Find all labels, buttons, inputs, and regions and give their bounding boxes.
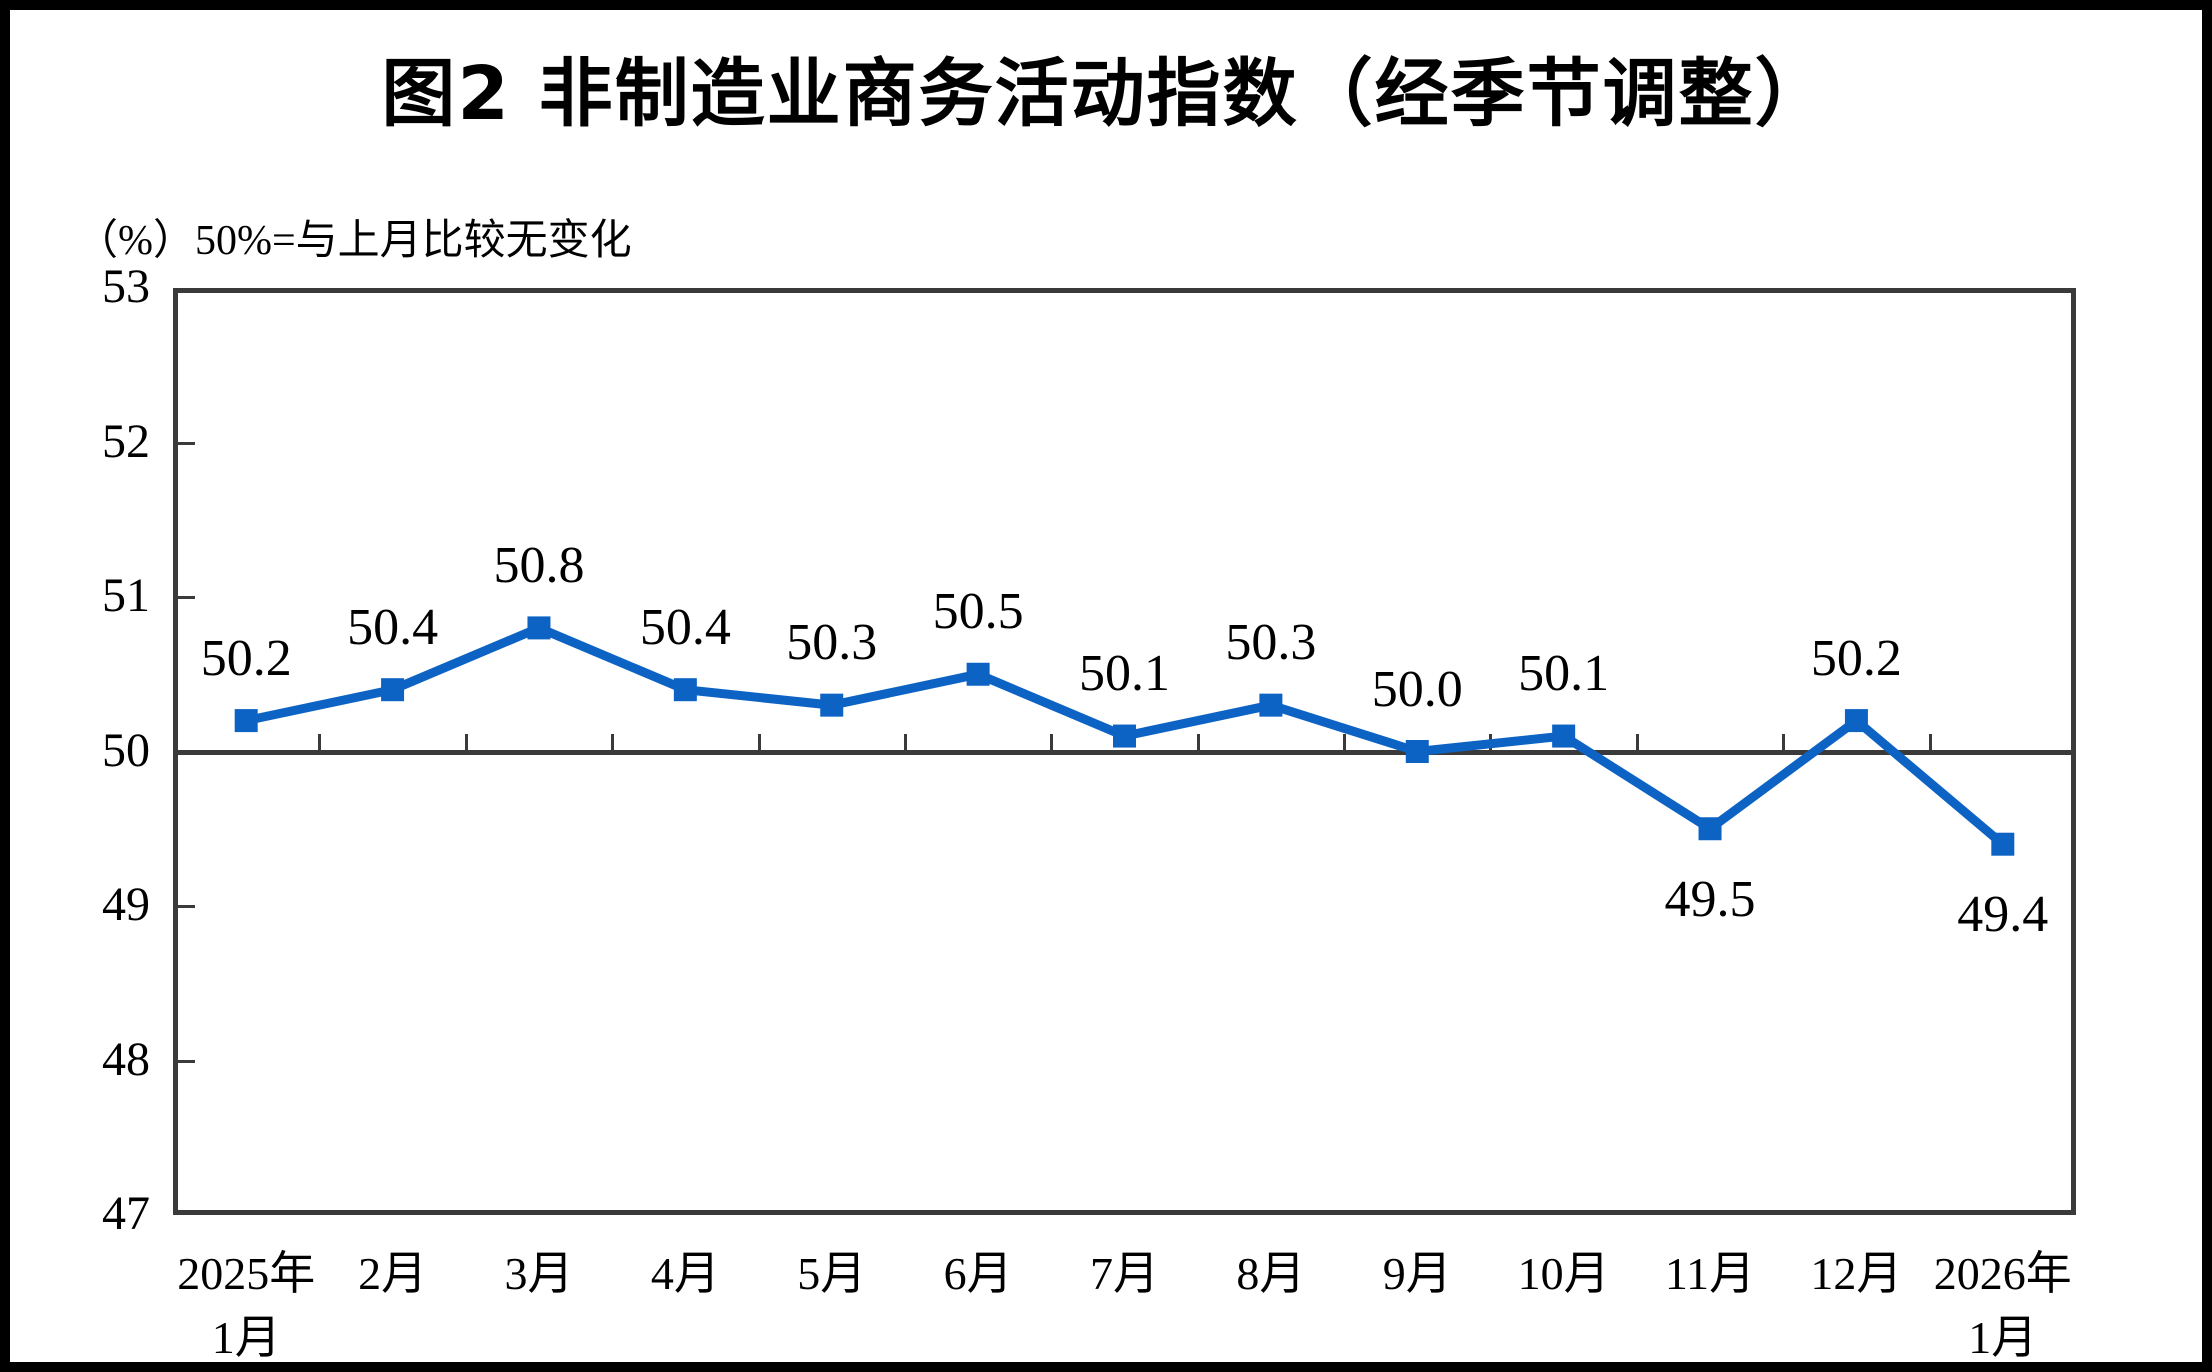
y-axis-tick-label: 48 — [102, 1032, 150, 1086]
data-point-marker — [1991, 832, 2015, 856]
y-axis-tick-label: 49 — [102, 878, 150, 931]
y-axis-tick-mark — [178, 441, 195, 445]
x-axis-tick-mark — [318, 733, 322, 750]
y-axis-tick-label: 53 — [102, 260, 150, 313]
chart-title: 图2 非制造业商务活动指数（经季节调整） — [381, 51, 1831, 137]
x-axis-tick-label: 11月 — [1664, 1248, 1756, 1299]
y-axis-tick-label: 50 — [102, 723, 150, 777]
reference-line-50 — [173, 749, 2076, 755]
x-axis-tick-mark — [464, 733, 468, 750]
x-axis-tick-mark — [611, 733, 615, 750]
data-point-marker — [673, 678, 697, 702]
x-axis-tick-mark — [1782, 733, 1786, 750]
data-point-marker — [234, 709, 258, 733]
x-axis-tick-mark — [1050, 733, 1054, 750]
x-axis-tick-mark — [903, 733, 907, 750]
x-axis-tick-label: 12月 — [1810, 1248, 1903, 1299]
data-point-marker — [1405, 740, 1429, 763]
x-axis-tick-label: 2月 — [358, 1248, 428, 1299]
x-axis-tick-mark — [757, 733, 761, 750]
axis-unit-note: （%）50%=与上月比较无变化 — [76, 218, 632, 264]
data-point-label: 50.3 — [1225, 614, 1317, 672]
data-point-label: 49.4 — [1957, 886, 2049, 944]
x-axis-tick-label: 2025年 1月 — [177, 1248, 316, 1363]
line-series — [234, 616, 2015, 856]
x-axis-tick-label: 10月 — [1517, 1248, 1610, 1299]
x-axis-tick-label: 6月 — [943, 1248, 1013, 1299]
x-axis-tick-label: 5月 — [797, 1248, 867, 1299]
data-point-marker — [381, 678, 405, 702]
x-axis-tick-label: 3月 — [504, 1248, 574, 1299]
data-point-label: 50.0 — [1371, 660, 1463, 718]
x-axis-tick-label: 8月 — [1236, 1248, 1306, 1299]
data-point-label: 50.1 — [1079, 645, 1170, 703]
x-axis-tick-label: 7月 — [1090, 1248, 1159, 1299]
data-point-marker — [820, 693, 844, 717]
data-point-label: 50.2 — [200, 629, 292, 687]
data-point-marker — [1844, 709, 1868, 733]
data-point-marker — [1113, 724, 1136, 748]
y-axis-tick-mark — [178, 905, 195, 908]
y-axis-tick-label: 47 — [102, 1187, 150, 1240]
x-axis-tick-label: 9月 — [1382, 1248, 1452, 1299]
data-point-marker — [1259, 693, 1283, 717]
data-point-marker — [1698, 817, 1722, 841]
x-axis-tick-mark — [1343, 733, 1347, 750]
x-axis-tick-label: 2026年 1月 — [1933, 1248, 2072, 1363]
x-axis-tick-mark — [1635, 733, 1639, 750]
data-point-label: 49.5 — [1664, 870, 1756, 928]
data-point-marker — [966, 662, 990, 686]
y-axis-tick-label: 51 — [102, 569, 150, 622]
x-axis-tick-label: 4月 — [650, 1248, 720, 1299]
data-point-label: 50.2 — [1810, 629, 1902, 687]
data-point-label: 50.8 — [493, 536, 585, 594]
data-point-label: 50.1 — [1518, 645, 1610, 703]
x-axis-tick-mark — [1928, 733, 1932, 750]
y-axis-tick-mark — [178, 596, 195, 599]
data-point-marker — [1552, 724, 1576, 748]
data-point-label: 50.5 — [932, 583, 1024, 641]
y-axis-tick-label: 52 — [102, 414, 150, 468]
data-point-label: 50.4 — [347, 598, 439, 656]
data-point-label: 50.4 — [639, 598, 731, 656]
data-point-marker — [527, 616, 551, 640]
data-point-label: 50.3 — [786, 614, 878, 672]
x-axis-tick-mark — [1196, 733, 1200, 750]
y-axis-tick-mark — [178, 1059, 195, 1063]
